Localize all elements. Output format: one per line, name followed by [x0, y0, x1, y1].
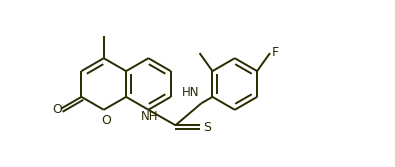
- Text: HN: HN: [182, 86, 199, 99]
- Text: F: F: [272, 46, 279, 59]
- Text: NH: NH: [141, 110, 158, 123]
- Text: O: O: [53, 103, 62, 116]
- Text: O: O: [101, 114, 111, 127]
- Text: S: S: [203, 121, 211, 134]
